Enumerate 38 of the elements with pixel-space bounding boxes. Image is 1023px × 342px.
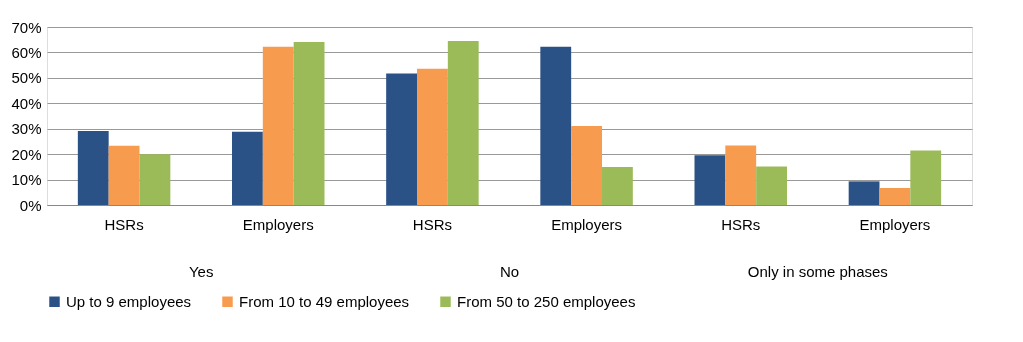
y-tick-label: 30%: [11, 120, 42, 138]
y-tick-label: 40%: [11, 94, 42, 112]
x-tick-label: HSRs: [412, 215, 452, 233]
bar: [910, 150, 942, 205]
x-tick-label: HSRs: [104, 215, 144, 233]
x-tick-label: Employers: [859, 215, 931, 233]
x-tick-label: HSRs: [721, 215, 761, 233]
bar: [848, 181, 880, 205]
y-tick-label: 10%: [11, 171, 42, 189]
text: No: [499, 263, 520, 280]
bar: [262, 46, 294, 205]
y-tick-label: 20%: [11, 145, 42, 163]
text: Yes: [188, 263, 214, 280]
bar: [602, 167, 633, 205]
bar: [571, 125, 602, 205]
text: Only in some phases: [747, 263, 888, 280]
bar: [77, 131, 109, 205]
x-tick-label: Employers: [242, 215, 314, 233]
y-tick-label: 70%: [11, 18, 42, 36]
bar: [108, 145, 140, 205]
x-tick-label: Employers: [551, 215, 623, 233]
bar: [540, 46, 572, 205]
bar: [725, 145, 757, 205]
y-tick-label: 0%: [19, 196, 42, 214]
y-tick-label: 50%: [11, 69, 42, 87]
bar: [386, 73, 417, 205]
bar: [694, 155, 726, 205]
bar: [879, 187, 911, 205]
legend-label: Up to 9 employees: [66, 292, 192, 310]
y-tick-label: 60%: [11, 43, 42, 61]
legend-label: From 50 to 250 employees: [457, 292, 636, 310]
bar: [139, 154, 171, 205]
bar: [447, 40, 479, 205]
legend-label: From 10 to 49 employees: [239, 292, 410, 310]
bar: [232, 131, 263, 205]
bar: [293, 42, 325, 205]
bar: [756, 166, 787, 205]
bar: [417, 68, 448, 205]
